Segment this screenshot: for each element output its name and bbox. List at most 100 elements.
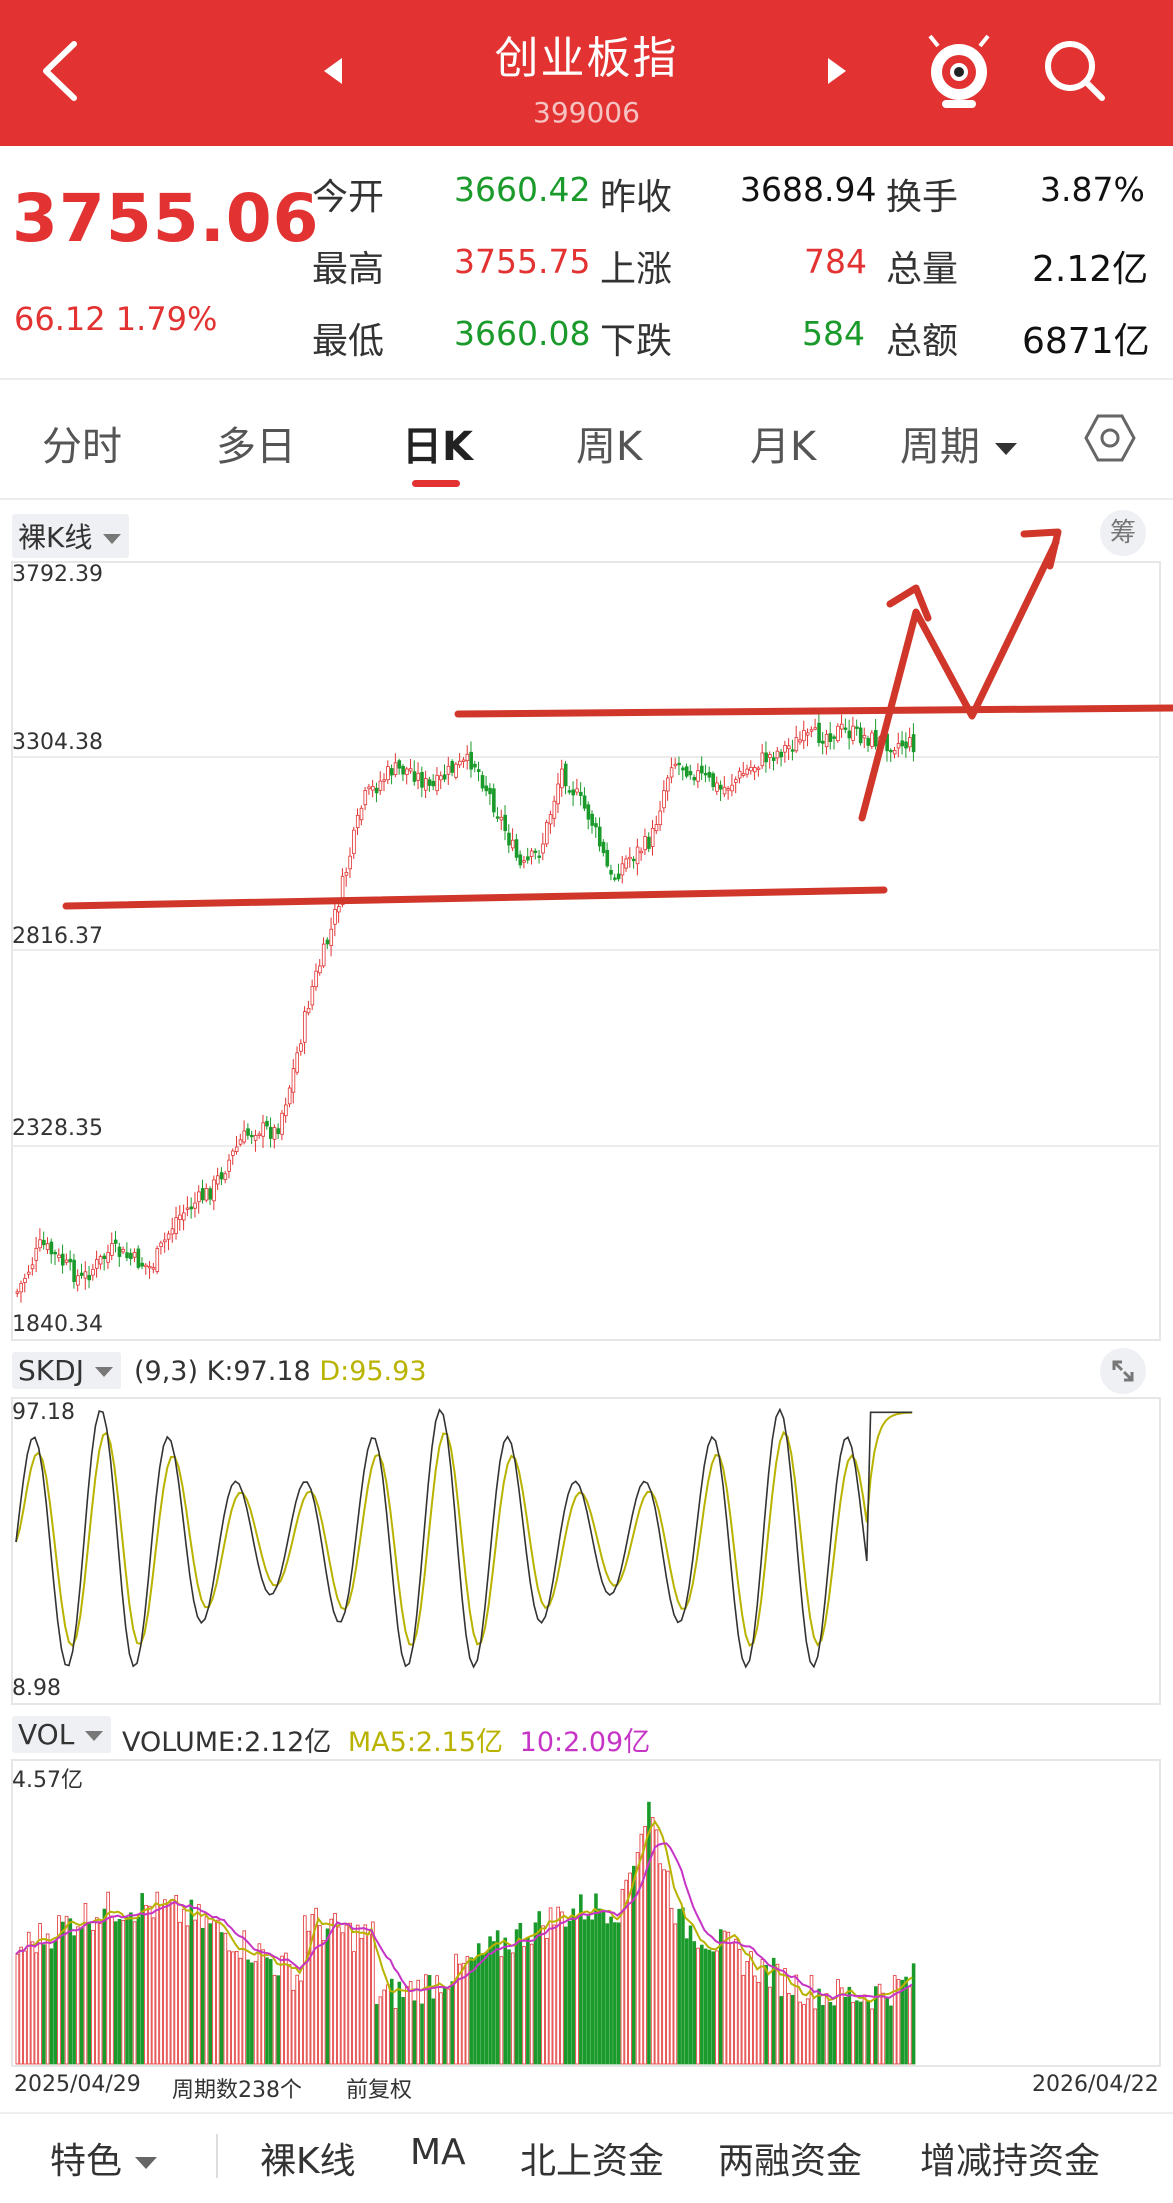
candle	[802, 730, 806, 742]
volume-bar	[809, 1974, 814, 2065]
bottom-item-northbound[interactable]: 北上资金	[520, 2141, 665, 2182]
volume-bar	[624, 1879, 629, 2065]
y-label: 3304.38	[12, 730, 103, 755]
candle	[265, 1120, 269, 1127]
mascot-button[interactable]	[924, 34, 994, 112]
candle	[91, 1268, 95, 1276]
volume-bar	[227, 1950, 231, 2065]
volume-bar	[582, 1919, 587, 2065]
candle	[140, 1262, 144, 1267]
expand-arrows-icon	[1112, 1360, 1134, 1382]
candle	[268, 1126, 273, 1139]
triangle-right-icon	[828, 58, 846, 84]
volume-bar	[662, 1869, 666, 2065]
candle	[163, 1239, 167, 1243]
volume-bar	[908, 1986, 912, 2065]
expand-button[interactable]	[1100, 1348, 1146, 1394]
kline-mode-selector[interactable]: 裸K线	[12, 514, 130, 558]
volume-bar	[684, 1938, 689, 2065]
chart-settings-button[interactable]	[1084, 412, 1136, 464]
tab-period[interactable]: 周期	[900, 414, 1019, 472]
volume-bar	[117, 1918, 122, 2065]
candle	[287, 1087, 292, 1105]
tab-multi-day[interactable]: 多日	[216, 424, 296, 470]
volume-bar	[609, 1916, 613, 2065]
candle	[613, 877, 617, 880]
vol-label: VOL	[18, 1718, 75, 1751]
volume-bar	[681, 1907, 685, 2065]
volume-bar	[529, 1943, 534, 2065]
resistance-line	[454, 704, 1173, 718]
volume-bar	[900, 1979, 905, 2065]
volume-bar	[741, 1975, 746, 2065]
candle	[666, 777, 670, 792]
bottom-item-shareholding[interactable]: 增减持资金	[920, 2141, 1101, 2182]
tab-monthly-k[interactable]: 月K	[750, 424, 817, 470]
value-low: 3660.08	[454, 314, 591, 353]
volume-bar	[253, 1961, 258, 2065]
candle	[348, 855, 352, 870]
candle	[38, 1239, 42, 1249]
volume-bar	[329, 1918, 334, 2065]
volume-bar	[238, 1957, 243, 2065]
candle	[556, 783, 560, 805]
volume-bar	[321, 1940, 326, 2065]
candle	[862, 735, 867, 739]
volume-bar	[613, 1922, 617, 2065]
volume-bar	[488, 1936, 492, 2065]
candle	[442, 774, 447, 780]
tab-intraday[interactable]: 分时	[42, 424, 122, 470]
volume-bar	[95, 1917, 99, 2065]
tab-weekly-k[interactable]: 周K	[576, 424, 643, 470]
volume-bar	[363, 1924, 368, 2065]
volume-bar	[579, 1894, 583, 2065]
candle	[412, 771, 417, 782]
prev-index-button[interactable]	[318, 56, 348, 86]
chip-distribution-button[interactable]: 筹	[1100, 510, 1146, 556]
candle	[703, 773, 708, 776]
kdj-indicator-selector[interactable]: SKDJ	[12, 1352, 121, 1389]
candle	[333, 909, 337, 925]
volume-bar	[87, 1921, 92, 2065]
bottom-item-features[interactable]: 特色	[50, 2132, 159, 2184]
candle	[42, 1239, 46, 1246]
back-button[interactable]	[36, 36, 86, 106]
bottom-item-ma[interactable]: MA	[410, 2132, 466, 2173]
page-title: 创业板指	[494, 33, 679, 84]
volume-bar	[870, 2008, 874, 2065]
candle	[15, 1291, 20, 1294]
volume-bar	[874, 1986, 878, 2065]
bottom-item-margin[interactable]: 两融资金	[718, 2141, 863, 2182]
volume-bar	[333, 1912, 337, 2065]
value-volume: 2.12亿	[1032, 249, 1149, 290]
candle	[548, 814, 553, 825]
caret-down-icon	[94, 1367, 113, 1377]
volume-bar	[817, 1988, 821, 2065]
candle	[374, 787, 379, 794]
bottom-item-label: 特色	[50, 2141, 123, 2182]
vol-ma10: 10:2.09亿	[519, 1727, 651, 1758]
volume-bar	[669, 1907, 674, 2065]
chevron-left-icon	[43, 41, 77, 101]
arrow-head	[886, 584, 932, 622]
volume-bar	[355, 1924, 360, 2065]
candle	[775, 750, 780, 759]
value-advancers: 784	[804, 242, 867, 281]
adjust-mode: 前复权	[346, 2078, 413, 2103]
volume-bar	[435, 1975, 439, 2065]
bottom-item-naked-k[interactable]: 裸K线	[260, 2141, 356, 2182]
candle	[745, 768, 750, 775]
next-index-button[interactable]	[822, 56, 852, 86]
volume-bar	[378, 1996, 383, 2065]
candle	[809, 729, 814, 732]
kdj-d-line	[15, 1411, 913, 1648]
tab-daily-k[interactable]: 日K	[402, 424, 473, 470]
volume-bar	[79, 1928, 84, 2065]
volume-bar	[405, 1985, 409, 2065]
vol-indicator-selector[interactable]: VOL	[12, 1716, 112, 1753]
period-count: 周期数238个	[172, 2078, 302, 2103]
search-button[interactable]	[1040, 36, 1110, 106]
candle	[586, 804, 591, 820]
volume-bar	[212, 1920, 216, 2065]
